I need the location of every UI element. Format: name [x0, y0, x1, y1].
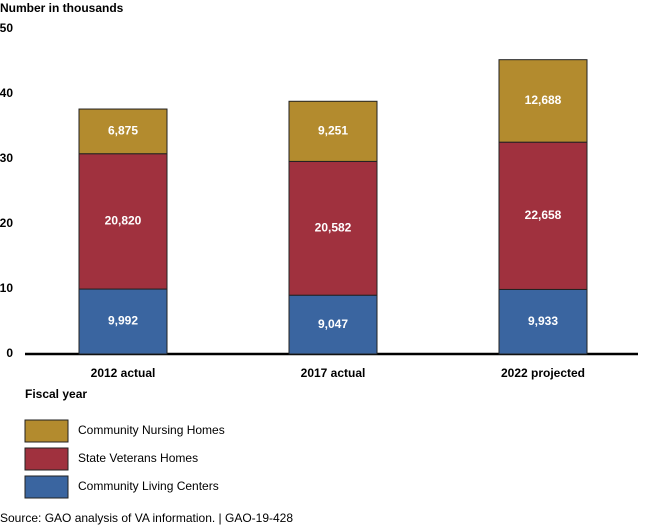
- bar-segment: [498, 141, 588, 290]
- y-tick-label: 40: [0, 86, 13, 100]
- bar-segment: [288, 294, 378, 355]
- y-axis-label: Number in thousands: [0, 1, 124, 15]
- source: Source: GAO analysis of VA information. …: [0, 511, 293, 525]
- x-tick-label: 2022 projected: [501, 366, 585, 380]
- y-tick-label: 0: [6, 346, 13, 360]
- data-label: 9,047: [318, 317, 348, 331]
- legend-swatch: [24, 447, 69, 471]
- bar-segment: [288, 100, 378, 162]
- legend-label: Community Nursing Homes: [78, 423, 225, 437]
- data-label: 12,688: [525, 93, 562, 107]
- y-tick-label: 50: [0, 21, 13, 35]
- legend-swatch: [24, 475, 69, 499]
- y-tick-label: 30: [0, 151, 13, 165]
- x-tick-label: 2017 actual: [301, 366, 366, 380]
- legend-swatch: [24, 419, 69, 443]
- data-label: 20,582: [315, 220, 352, 234]
- bar-segment: [78, 153, 168, 290]
- data-label: 9,992: [108, 314, 138, 328]
- data-label: 22,658: [525, 208, 562, 222]
- data-label: 9,251: [318, 124, 348, 138]
- legend-label: State Veterans Homes: [78, 451, 198, 465]
- x-axis-label: Fiscal year: [25, 387, 87, 401]
- y-tick-label: 10: [0, 281, 13, 295]
- data-label: 9,933: [528, 314, 558, 328]
- data-label: 6,875: [108, 124, 138, 138]
- bar-segment: [498, 288, 588, 355]
- y-tick-label: 20: [0, 216, 13, 230]
- legend-label: Community Living Centers: [78, 479, 219, 493]
- bar-segment: [78, 108, 168, 155]
- bar-segment: [78, 288, 168, 355]
- x-tick-label: 2012 actual: [91, 366, 156, 380]
- bar-segment: [288, 160, 378, 296]
- data-label: 20,820: [105, 214, 142, 228]
- bar-segment: [498, 59, 588, 143]
